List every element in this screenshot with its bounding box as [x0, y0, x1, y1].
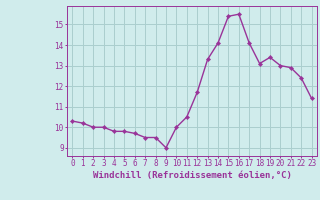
X-axis label: Windchill (Refroidissement éolien,°C): Windchill (Refroidissement éolien,°C): [92, 171, 292, 180]
